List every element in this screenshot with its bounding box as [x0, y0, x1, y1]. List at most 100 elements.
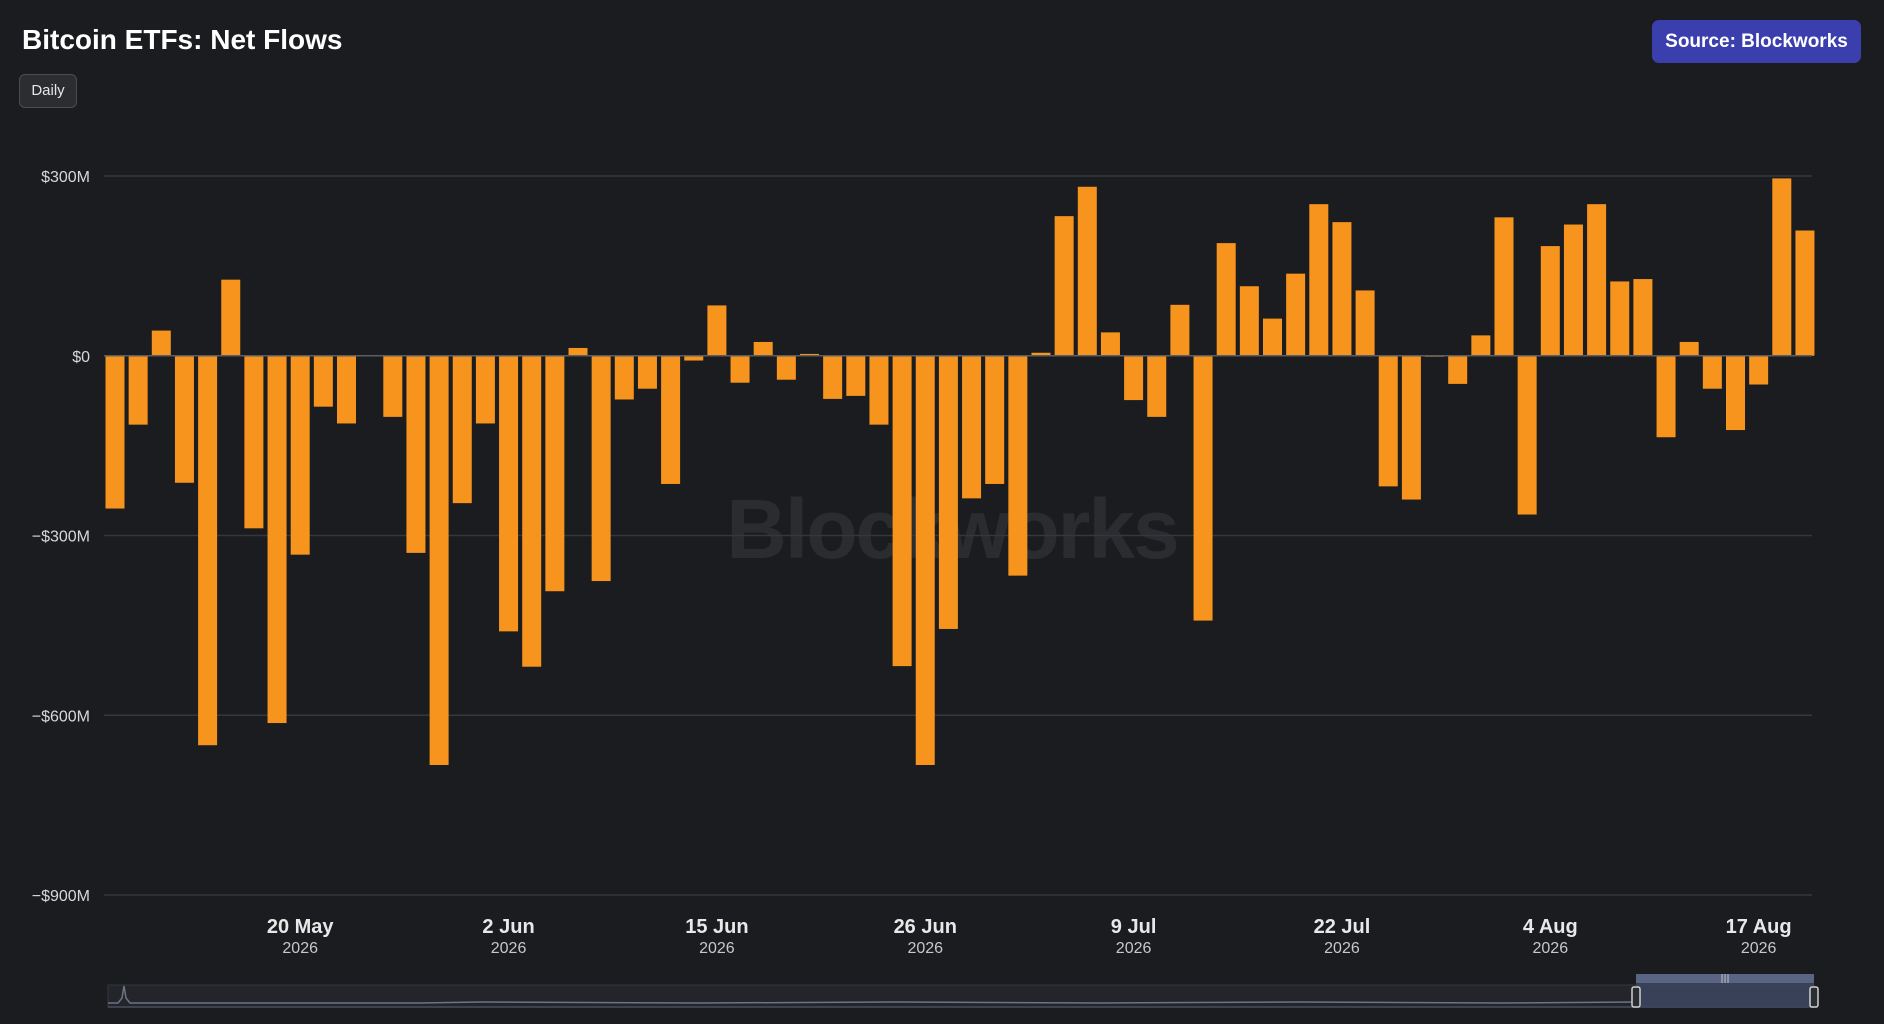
- bar[interactable]: [429, 355, 449, 765]
- bar[interactable]: [244, 355, 264, 529]
- period-daily-button[interactable]: Daily: [19, 74, 77, 108]
- bar[interactable]: [1008, 355, 1028, 576]
- navigator-grip[interactable]: [1636, 974, 1814, 983]
- bar[interactable]: [591, 355, 611, 582]
- bar[interactable]: [892, 355, 912, 667]
- bar[interactable]: [1795, 230, 1815, 356]
- bar[interactable]: [938, 355, 958, 629]
- bar[interactable]: [1656, 355, 1676, 438]
- bar[interactable]: [1726, 355, 1745, 431]
- bar[interactable]: [1517, 355, 1537, 515]
- bar[interactable]: [1679, 341, 1699, 356]
- y-tick-label: −$900M: [32, 888, 90, 905]
- bar[interactable]: [1448, 355, 1468, 384]
- bar[interactable]: [730, 355, 750, 383]
- x-tick-label: 4 Aug: [1523, 916, 1578, 938]
- bar[interactable]: [1147, 355, 1167, 417]
- bar[interactable]: [1286, 273, 1306, 356]
- bar[interactable]: [499, 355, 519, 632]
- y-tick-label: $0: [72, 349, 90, 366]
- bar[interactable]: [1401, 355, 1421, 500]
- bar[interactable]: [1054, 216, 1074, 356]
- bar[interactable]: [1633, 279, 1653, 356]
- bar[interactable]: [452, 355, 472, 504]
- x-tick-label: 26 Jun: [894, 916, 957, 938]
- chart-title: Bitcoin ETFs: Net Flows: [22, 24, 343, 55]
- bar[interactable]: [614, 355, 634, 400]
- bar[interactable]: [522, 355, 542, 667]
- bar[interactable]: [1702, 355, 1722, 389]
- bar[interactable]: [1749, 355, 1769, 385]
- bar[interactable]: [1494, 217, 1514, 356]
- bar[interactable]: [290, 355, 310, 555]
- bar[interactable]: [1587, 204, 1607, 356]
- bar[interactable]: [568, 347, 588, 356]
- x-tick-year-label: 2026: [1324, 940, 1360, 957]
- x-tick-year-label: 2026: [1741, 940, 1777, 957]
- navigator-grip-icon: |||: [1720, 974, 1729, 984]
- bar[interactable]: [313, 355, 333, 407]
- bar[interactable]: [267, 355, 287, 724]
- bar[interactable]: [707, 305, 727, 356]
- bar[interactable]: [1263, 318, 1282, 356]
- bar[interactable]: [406, 355, 426, 553]
- bar[interactable]: [1124, 355, 1144, 401]
- bar[interactable]: [383, 355, 403, 417]
- navigator-right-handle[interactable]: [1809, 986, 1819, 1008]
- x-tick-label: 20 May: [267, 916, 335, 938]
- bar[interactable]: [174, 355, 194, 483]
- y-tick-label: $300M: [41, 169, 90, 186]
- bar[interactable]: [1031, 352, 1051, 356]
- x-tick-year-label: 2026: [907, 940, 943, 957]
- bar[interactable]: [637, 355, 657, 389]
- bar[interactable]: [985, 355, 1005, 484]
- bar[interactable]: [1332, 222, 1352, 356]
- bar[interactable]: [1309, 204, 1329, 356]
- bar[interactable]: [1563, 224, 1583, 356]
- bar[interactable]: [800, 353, 819, 356]
- bar[interactable]: [1610, 281, 1630, 356]
- bar[interactable]: [1193, 355, 1213, 621]
- x-tick-year-label: 2026: [1533, 940, 1569, 957]
- bar[interactable]: [1378, 355, 1398, 487]
- bar[interactable]: [198, 355, 218, 746]
- bar[interactable]: [1170, 304, 1190, 356]
- y-axis: $300M $0 −$300M −$600M −$900M: [32, 169, 90, 905]
- x-tick-year-label: 2026: [1116, 940, 1152, 957]
- bar[interactable]: [753, 341, 773, 356]
- bar[interactable]: [684, 355, 704, 361]
- bar[interactable]: [475, 355, 495, 424]
- bar[interactable]: [545, 355, 565, 592]
- bar[interactable]: [1216, 243, 1236, 356]
- bar[interactable]: [915, 355, 935, 765]
- bar[interactable]: [1471, 335, 1491, 356]
- x-tick-label: 2 Jun: [482, 916, 534, 938]
- x-tick-label: 17 Aug: [1726, 916, 1792, 938]
- x-axis: 20 May 2026 2 Jun 2026 15 Jun 2026 26 Jun 2026 9…: [267, 916, 1792, 957]
- bar[interactable]: [869, 355, 889, 425]
- bar[interactable]: [337, 355, 356, 424]
- bar[interactable]: [1239, 286, 1259, 356]
- bar[interactable]: [776, 355, 796, 380]
- bar[interactable]: [151, 330, 171, 356]
- range-navigator[interactable]: |||: [107, 974, 1819, 1008]
- bar[interactable]: [1540, 246, 1560, 356]
- bar[interactable]: [1100, 332, 1120, 356]
- bar[interactable]: [823, 355, 843, 399]
- bar[interactable]: [221, 279, 241, 356]
- bar[interactable]: [1077, 186, 1097, 356]
- bar[interactable]: [128, 355, 148, 425]
- bar[interactable]: [661, 355, 681, 484]
- x-tick-label: 15 Jun: [685, 916, 748, 938]
- bar[interactable]: [105, 355, 125, 509]
- source-badge[interactable]: Source: Blockworks: [1652, 20, 1861, 63]
- bar[interactable]: [962, 355, 982, 499]
- bar[interactable]: [1772, 178, 1792, 356]
- navigator-left-handle[interactable]: [1631, 986, 1641, 1008]
- bar[interactable]: [846, 355, 866, 396]
- bar[interactable]: [1355, 290, 1375, 356]
- bars: [105, 178, 1815, 765]
- navigator-series-line: [108, 985, 1637, 1004]
